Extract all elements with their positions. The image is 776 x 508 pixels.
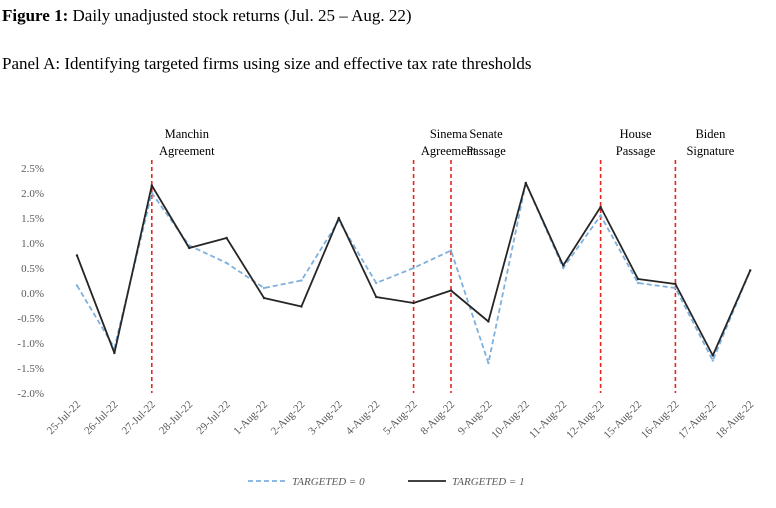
data-point — [636, 277, 640, 281]
data-point — [113, 351, 116, 355]
event-markers: Manchin Agreement Sinema Agreement Senate Pas… — [151, 127, 735, 393]
data-point — [674, 282, 677, 286]
x-tick-label: 11-Aug-22 — [527, 399, 569, 441]
x-tick-label: 8-Aug-22 — [418, 399, 457, 438]
x-tick-label: 4-Aug-22 — [344, 399, 383, 438]
x-tick-label: 26-Jul-22 — [82, 399, 120, 437]
data-point — [449, 289, 453, 292]
y-tick-label: 0.5% — [21, 263, 44, 275]
y-tick-label: -0.5% — [17, 313, 44, 325]
data-point — [300, 279, 303, 282]
y-tick-label: -1.5% — [17, 363, 44, 375]
x-tick-label: 15-Aug-22 — [601, 399, 644, 442]
data-point — [711, 354, 714, 357]
data-point — [599, 205, 602, 209]
x-tick-label: 28-Jul-22 — [157, 399, 195, 437]
data-point — [225, 236, 228, 240]
x-tick-label: 16-Aug-22 — [639, 399, 682, 442]
x-tick-label: 12-Aug-22 — [564, 399, 607, 442]
data-point — [225, 261, 228, 265]
x-tick-label: 17-Aug-22 — [676, 399, 719, 442]
event-label: Passage — [466, 144, 506, 158]
data-point — [150, 191, 153, 195]
figure-title-text: Daily unadjusted stock returns (Jul. 25 … — [72, 6, 412, 25]
event-label: Agreement — [159, 144, 215, 158]
data-point — [188, 246, 191, 250]
data-point — [412, 266, 415, 270]
data-point — [375, 281, 378, 285]
event-label: Biden — [695, 127, 726, 141]
data-point — [412, 301, 415, 305]
data-point — [562, 264, 565, 267]
x-tick-label: 25-Jul-22 — [45, 399, 83, 437]
y-tick-label: 1.0% — [21, 238, 44, 250]
y-tick-label: 0.0% — [21, 288, 44, 300]
x-axis: 25-Jul-22 26-Jul-22 27-Jul-22 28-Jul-22 29-J… — [45, 399, 757, 442]
y-tick-label: 2.0% — [21, 188, 44, 200]
y-tick-label: -1.0% — [17, 338, 44, 350]
x-tick-label: 27-Jul-22 — [120, 399, 158, 437]
panel-title: Panel A: Identifying targeted firms usin… — [2, 54, 532, 73]
data-point — [674, 286, 677, 290]
x-tick-label: 9-Aug-22 — [456, 399, 495, 438]
event-label: Agreement — [421, 144, 477, 158]
data-point — [337, 216, 340, 220]
event-label: Passage — [616, 144, 656, 158]
data-point — [262, 296, 266, 300]
data-point — [262, 286, 266, 290]
x-tick-label: 2-Aug-22 — [269, 399, 308, 438]
data-point — [300, 305, 303, 308]
data-point — [524, 181, 527, 185]
data-point — [711, 359, 714, 362]
event-label: Sinema — [430, 127, 468, 141]
x-tick-label: 10-Aug-22 — [489, 399, 532, 442]
legend-label: TARGETED = 0 — [292, 476, 365, 488]
event-label: Senate — [469, 127, 503, 141]
data-point — [75, 254, 79, 257]
x-tick-label: 1-Aug-22 — [231, 399, 270, 438]
x-tick-label: 29-Jul-22 — [194, 399, 232, 437]
legend: TARGETED = 0 TARGETED = 1 — [248, 476, 525, 488]
figure-label: Figure 1: — [2, 6, 69, 25]
figure-title: Figure 1: Daily unadjusted stock returns… — [2, 6, 412, 26]
event-label: House — [620, 127, 652, 141]
y-axis: 2.5% 2.0% 1.5% 1.0% 0.5% 0.0% -0.5% -1.0% -1.5% -… — [17, 163, 44, 400]
x-tick-label: 5-Aug-22 — [381, 399, 420, 438]
data-point — [487, 320, 490, 323]
data-point — [562, 266, 565, 270]
x-tick-label: 18-Aug-22 — [714, 399, 757, 442]
series-lines — [75, 181, 752, 365]
data-point — [449, 249, 453, 252]
data-point — [599, 214, 602, 217]
x-tick-label: 3-Aug-22 — [306, 399, 345, 438]
data-point — [75, 284, 79, 287]
y-tick-label: 1.5% — [21, 213, 44, 225]
data-point — [150, 184, 153, 187]
data-point — [749, 269, 752, 272]
y-tick-label: 2.5% — [21, 163, 44, 175]
data-point — [487, 361, 490, 365]
y-tick-label: -2.0% — [17, 388, 44, 400]
data-point — [375, 295, 378, 299]
event-label: Manchin — [165, 127, 210, 141]
legend-label: TARGETED = 1 — [452, 476, 525, 488]
data-point — [636, 281, 640, 285]
event-label: Signature — [686, 144, 734, 158]
